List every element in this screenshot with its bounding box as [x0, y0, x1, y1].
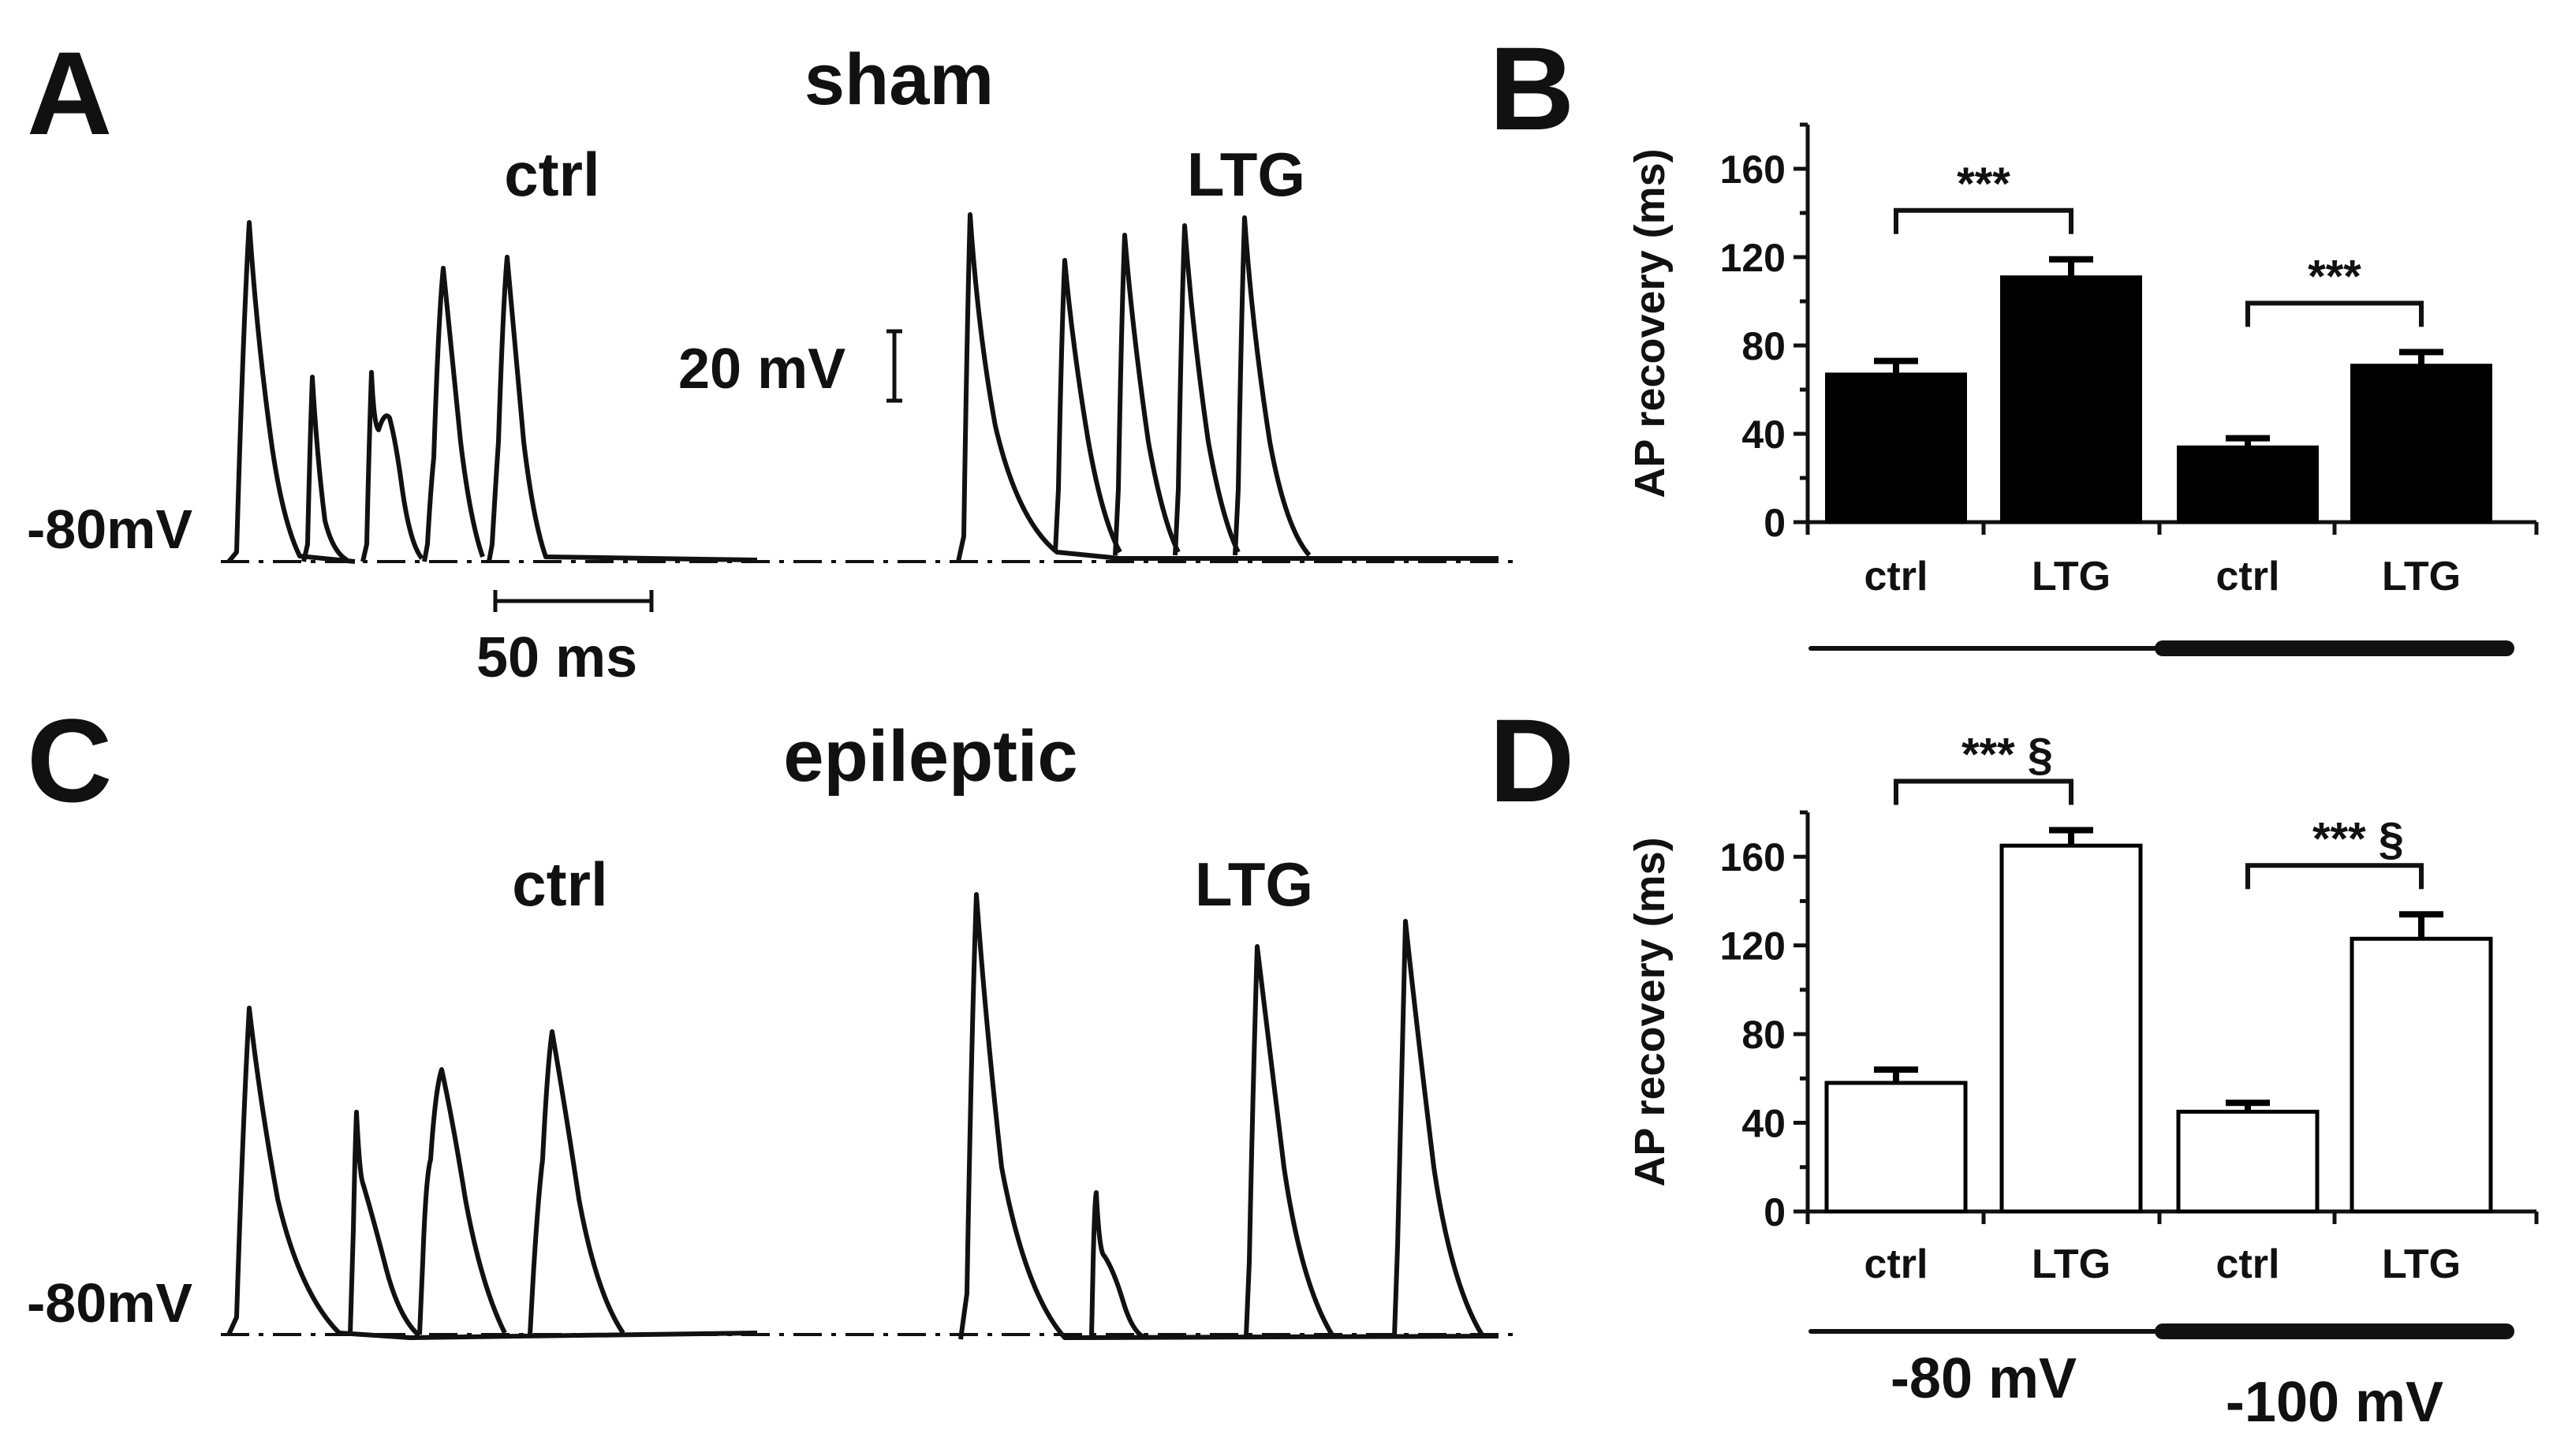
chart-d-y-label: AP recovery (ms) — [1626, 837, 1674, 1186]
chart-b-category-label: ctrl — [1864, 554, 1928, 599]
panel-a-ctrl-label: ctrl — [504, 140, 599, 209]
panel-c-ctrl-trace-2 — [348, 1110, 420, 1337]
panel-a-ltg-trace-4 — [1173, 223, 1241, 556]
chart-d-error-bar — [1874, 1066, 1918, 1083]
chart-d-category-label: ctrl — [2216, 1241, 2280, 1287]
chart-b-bar — [2177, 445, 2319, 524]
chart-d-group-label: -80 mV — [1891, 1347, 2077, 1410]
chart-b-y-tick-label: 160 — [1720, 147, 1786, 192]
chart-d-bar — [2350, 936, 2493, 1214]
chart-b-bar — [2000, 275, 2142, 524]
chart-d-bar — [1999, 843, 2143, 1214]
chart-d-y-tick-label: 40 — [1741, 1102, 1786, 1146]
chart-d-category-label: LTG — [2382, 1241, 2461, 1287]
chart-d-significance-bracket — [1894, 778, 2073, 805]
chart-b-y-tick-label: 80 — [1741, 324, 1786, 368]
chart-d-significance-bracket — [2245, 863, 2424, 890]
panel-a-ctrl-trace-1 — [226, 220, 356, 564]
chart-d-category-label: LTG — [2032, 1241, 2111, 1287]
chart-b-error-bar — [2049, 256, 2093, 278]
panel-a-ctrl-trace-4 — [422, 266, 485, 562]
chart-d-bar — [2176, 1110, 2320, 1214]
chart-d-group-label: -100 mV — [2226, 1371, 2443, 1434]
chart-b-error-bar — [1874, 357, 1918, 375]
chart-b-y-tick-label: 120 — [1720, 236, 1786, 280]
panel-c: C epileptic ctrl LTG -80mV — [27, 694, 1514, 1340]
chart-b-significance-bracket — [1894, 207, 2073, 234]
chart-b-bar — [1825, 372, 1967, 524]
panel-c-ctrl-label: ctrl — [512, 849, 607, 919]
panel-a-ctrl-trace-5 — [487, 255, 758, 562]
panel-a-ltg-trace-5 — [1233, 215, 1312, 557]
panel-c-ltg-trace-2 — [1089, 1190, 1147, 1340]
panel-a: A sham ctrl LTG -80mV 20 mV 50 ms — [27, 27, 1514, 689]
time-scale-bar — [493, 590, 654, 612]
chart-b-significance-label: *** — [1957, 159, 2010, 210]
chart-b-error-bar — [2399, 349, 2443, 366]
panel-a-ctrl-trace-3 — [360, 370, 424, 562]
chart-d-error-bar — [2226, 1099, 2270, 1112]
chart-b-error-bar — [2226, 435, 2270, 447]
panel-letter-a: A — [27, 27, 112, 159]
chart-d-error-bar — [2399, 911, 2443, 939]
chart-b-category-label: LTG — [2382, 554, 2461, 599]
chart-d-significance-label: *** § — [2312, 813, 2404, 864]
chart-b-y-label: AP recovery (ms) — [1626, 148, 1674, 498]
chart-d-bar — [1824, 1081, 1968, 1214]
chart-b-significance-bracket — [2245, 301, 2424, 327]
chart-b-y-tick-label: 40 — [1741, 413, 1786, 457]
chart-d-significance-label: *** § — [1961, 729, 2053, 780]
panel-d: D 0 40 80 120 160 AP recovery (ms) ctrl LTG ctrl… — [1489, 694, 2539, 1434]
panel-a-voltage-label: -80mV — [27, 498, 192, 560]
chart-b-category-label: LTG — [2032, 554, 2111, 599]
panel-c-title: epileptic — [783, 716, 1077, 797]
panel-c-ltg-trace-4 — [1392, 919, 1485, 1338]
chart-b-bar — [2350, 364, 2492, 525]
chart-d-y-tick-label: 160 — [1720, 835, 1786, 879]
panel-c-ctrl-trace-4 — [528, 1029, 625, 1335]
panel-a-ltg-trace-2 — [1053, 258, 1122, 554]
panel-a-title: sham — [804, 39, 994, 120]
chart-b-y-tick-label: 0 — [1764, 501, 1786, 545]
panel-letter-b: B — [1489, 22, 1574, 155]
chart-b-category-label: ctrl — [2216, 554, 2280, 599]
chart-d-y-tick-label: 0 — [1764, 1190, 1786, 1234]
voltage-scale-label: 20 mV — [678, 338, 845, 401]
chart-d-error-bar — [2049, 827, 2093, 846]
panel-c-voltage-label: -80mV — [27, 1272, 192, 1334]
panel-c-ctrl-trace-3 — [417, 1067, 507, 1335]
panel-a-ltg-label: LTG — [1187, 140, 1305, 209]
panel-c-ltg-trace-3 — [1244, 944, 1335, 1338]
panel-letter-d: D — [1489, 694, 1574, 827]
chart-d-y-tick-label: 80 — [1741, 1013, 1786, 1057]
panel-c-ltg-label: LTG — [1195, 849, 1313, 919]
panel-letter-c: C — [27, 694, 112, 827]
time-scale-label: 50 ms — [476, 626, 637, 689]
panel-c-ctrl-trace-1 — [226, 1006, 758, 1340]
panel-a-ctrl-trace-2 — [301, 375, 349, 562]
panel-c-ltg-trace-1 — [958, 892, 1499, 1340]
chart-d-y-tick-label: 120 — [1720, 924, 1786, 969]
panel-a-ltg-trace-3 — [1113, 233, 1181, 556]
panel-b: B 0 40 80 120 160 AP recovery (ms) ctrl LTG ctrl… — [1489, 22, 2539, 656]
chart-b-significance-label: *** — [2308, 251, 2361, 302]
voltage-scale-bar — [886, 329, 902, 403]
chart-d-category-label: ctrl — [1864, 1241, 1928, 1287]
panel-a-ltg-trace-1 — [956, 212, 1499, 562]
